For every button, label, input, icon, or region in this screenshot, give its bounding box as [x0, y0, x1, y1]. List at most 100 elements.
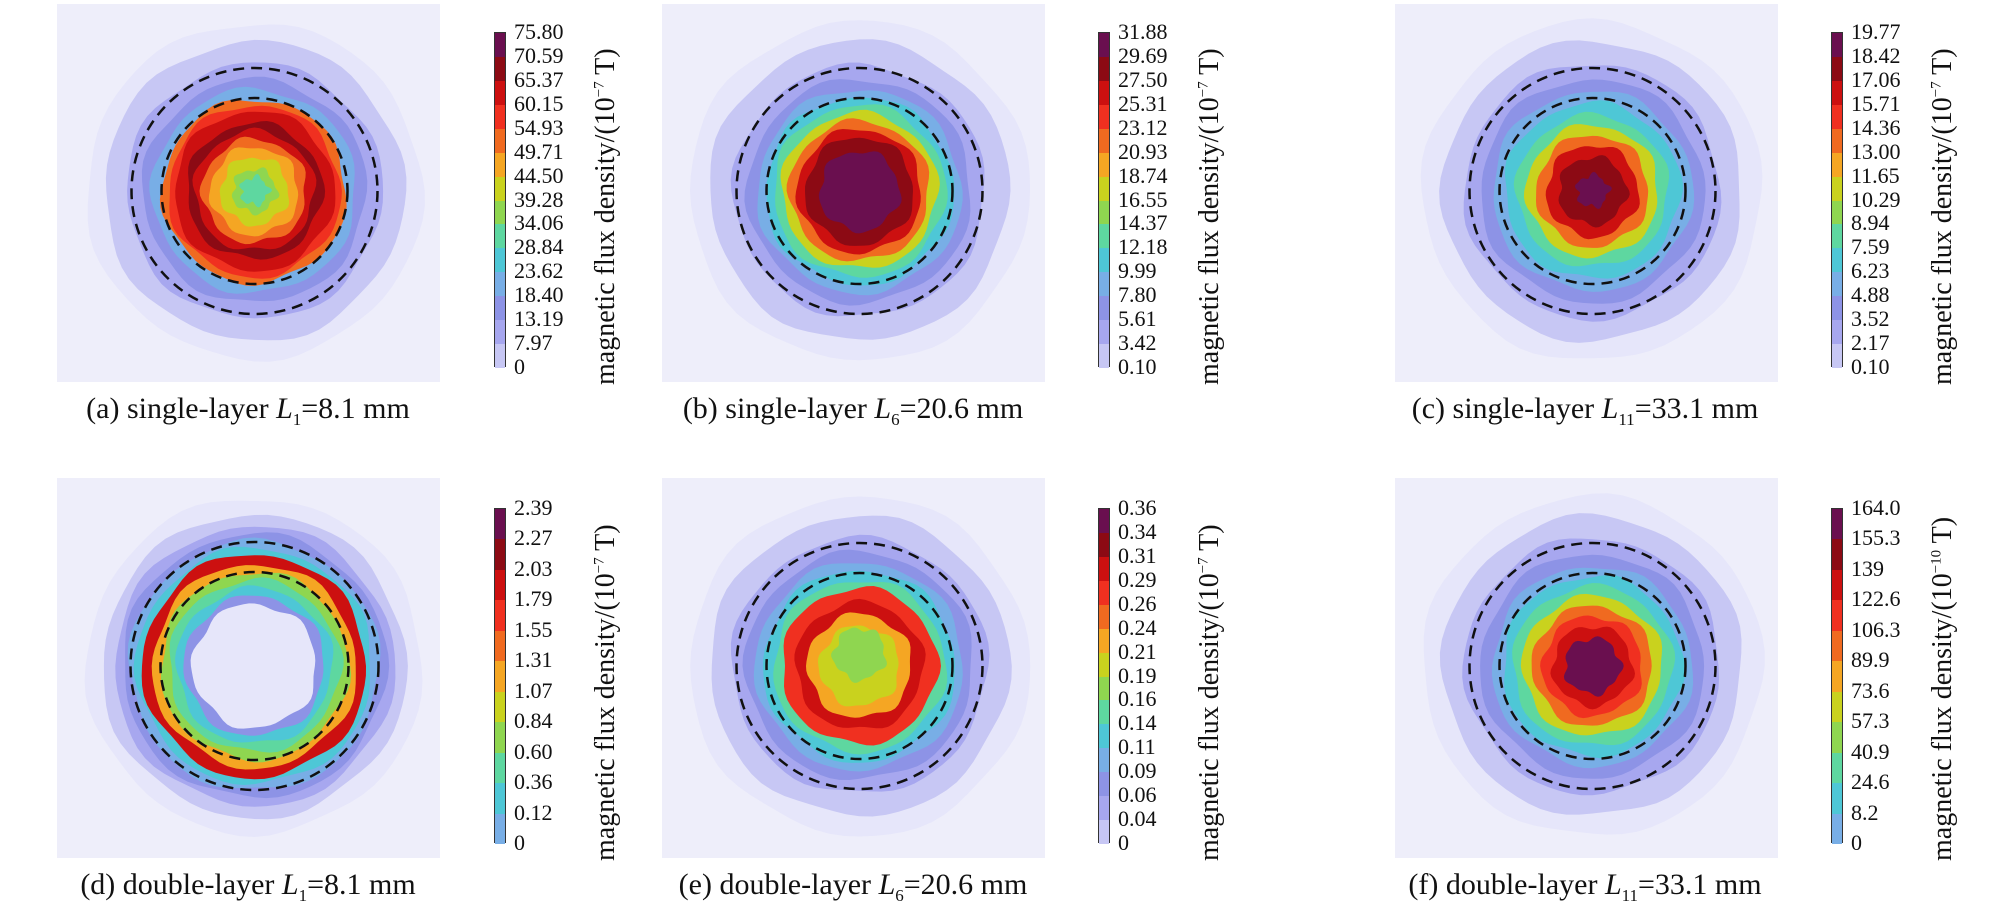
colorbar-e	[1098, 508, 1110, 845]
colorbar-segment	[1099, 509, 1109, 534]
colorbar-tick-label: 5.61	[1118, 306, 1157, 332]
colorbar-tick-label: 18.74	[1118, 162, 1168, 188]
contour-plot-d	[57, 478, 440, 858]
colorbar-segment	[1832, 630, 1842, 662]
colorbar-b	[1098, 32, 1110, 369]
colorbar-tick-label: 0.34	[1118, 518, 1157, 544]
colorbar-title: magnetic flux density/(10−7 T)	[1927, 48, 1958, 385]
colorbar-tick-label: 39.28	[514, 186, 564, 212]
colorbar-tick-label: 2.27	[514, 525, 553, 551]
colorbar-tick-label: 10.29	[1851, 186, 1901, 212]
colorbar-segment	[1832, 691, 1842, 723]
colorbar-tick-label: 0.36	[514, 769, 553, 795]
colorbar-segment	[1099, 748, 1109, 773]
colorbar-a	[494, 32, 506, 369]
colorbar-segment	[1099, 532, 1109, 558]
colorbar-segment	[1099, 652, 1109, 677]
colorbar-tick-label: 20.93	[1118, 138, 1168, 164]
colorbar-segment	[1099, 272, 1109, 297]
colorbar-tick-label: 0.10	[1851, 354, 1890, 379]
colorbar-tick-label: 6.23	[1851, 258, 1890, 284]
colorbar-segment	[1099, 104, 1109, 130]
colorbar-tick-label: 0.19	[1118, 662, 1157, 688]
colorbar-segment	[495, 691, 505, 723]
colorbar-tick-label: 139	[1851, 555, 1884, 581]
colorbar-segment	[1832, 200, 1842, 225]
outer-boundary-circle	[130, 66, 379, 316]
colorbar-segment	[1832, 128, 1842, 154]
contour-level-11	[818, 151, 902, 234]
colorbar-tick-label: 7.97	[514, 330, 553, 356]
colorbar-segment	[495, 509, 505, 540]
contour-level-11	[1574, 171, 1612, 209]
colorbar-segment	[1099, 796, 1109, 821]
colorbar-segment	[1099, 320, 1109, 345]
outer-boundary-circle	[735, 541, 984, 791]
colorbar-tick-label: 75.80	[514, 19, 564, 44]
colorbar-title: magnetic flux density/(10−7 T)	[1194, 524, 1225, 861]
colorbar-tick-label: 0.11	[1118, 734, 1156, 760]
colorbar-segment	[495, 56, 505, 82]
colorbar-tick-label: 0	[1851, 830, 1862, 855]
colorbar-tick-label: 4.88	[1851, 282, 1890, 308]
colorbar-segment	[495, 752, 505, 784]
colorbar-tick-label: 0.09	[1118, 758, 1157, 784]
colorbar-tick-label: 17.06	[1851, 66, 1901, 92]
colorbar-c	[1831, 32, 1843, 369]
colorbar-tick-label: 0.26	[1118, 590, 1157, 616]
colorbar-tick-label: 89.9	[1851, 647, 1890, 673]
colorbar-segment	[495, 296, 505, 321]
contour-plot-e	[662, 478, 1045, 858]
colorbar-tick-label: 0.21	[1118, 638, 1157, 664]
colorbar-segment	[1099, 152, 1109, 178]
colorbar-title: magnetic flux density/(10−7 T)	[1194, 48, 1225, 385]
colorbar-segment	[495, 661, 505, 693]
contour-level-11	[831, 627, 887, 683]
colorbar-tick-label: 25.31	[1118, 90, 1168, 116]
colorbar-segment	[495, 272, 505, 297]
colorbar-tick-label: 7.80	[1118, 282, 1157, 308]
colorbar-tick-label: 0.60	[514, 738, 553, 764]
colorbar-segment	[495, 33, 505, 58]
colorbar-tick-label: 49.71	[514, 138, 564, 164]
colorbar-tick-label: 14.36	[1851, 114, 1901, 140]
colorbar-segment	[1832, 296, 1842, 321]
colorbar-tick-label: 34.06	[514, 210, 564, 236]
colorbar-tick-label: 0	[514, 354, 525, 379]
colorbar-title: magnetic flux density/(10−7 T)	[590, 48, 621, 385]
inner-boundary-circle	[765, 96, 954, 286]
colorbar-segment	[495, 152, 505, 178]
colorbar-tick-label: 1.55	[514, 616, 553, 642]
colorbar-d	[494, 508, 506, 845]
colorbar-segment	[1832, 80, 1842, 106]
colorbar-title: magnetic flux density/(10−7 T)	[590, 524, 621, 861]
colorbar-segment	[1832, 569, 1842, 601]
colorbar-tick-label: 57.3	[1851, 708, 1890, 734]
inner-boundary-circle	[1498, 571, 1687, 761]
colorbar-segment	[495, 128, 505, 154]
colorbar-tick-label: 0.16	[1118, 686, 1157, 712]
colorbar-segment	[1832, 272, 1842, 297]
colorbar-tick-label: 13.19	[514, 306, 564, 332]
colorbar-tick-label: 0	[514, 830, 525, 855]
colorbar-tick-label: 9.99	[1118, 258, 1157, 284]
contour-plot-b	[662, 4, 1045, 382]
contour-plot-f	[1395, 478, 1778, 858]
colorbar-tick-label: 19.77	[1851, 19, 1901, 44]
colorbar-segment	[1099, 676, 1109, 701]
colorbar-segment	[1099, 200, 1109, 225]
outer-boundary-circle	[1468, 541, 1717, 791]
colorbar-tick-label: 13.00	[1851, 138, 1901, 164]
colorbar-segment	[1099, 176, 1109, 201]
colorbar-segment	[495, 320, 505, 345]
colorbar-tick-label: 3.42	[1118, 330, 1157, 356]
colorbar-segment	[1832, 248, 1842, 273]
colorbar-tick-label: 2.03	[514, 555, 553, 581]
inner-boundary-circle	[1498, 96, 1687, 286]
colorbar-segment	[1832, 813, 1842, 845]
contour-plot-c	[1395, 4, 1778, 382]
colorbar-tick-label: 16.55	[1118, 186, 1168, 212]
colorbar-segment	[1832, 752, 1842, 784]
colorbar-tick-label: 7.59	[1851, 234, 1890, 260]
